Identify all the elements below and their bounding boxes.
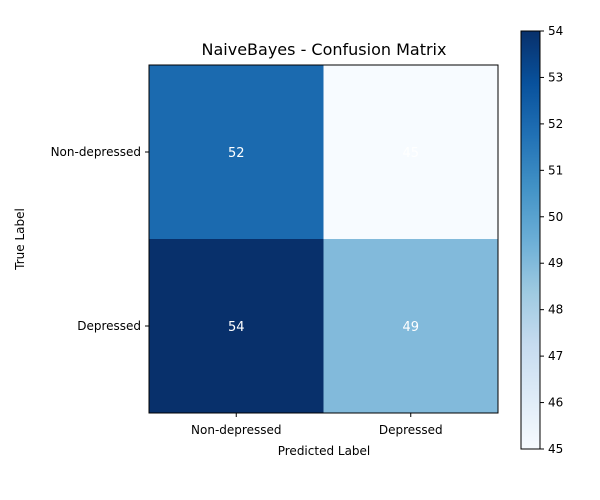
colorbar-tick-label: 48: [548, 303, 563, 317]
colorbar-tick-label: 52: [548, 117, 563, 131]
cell-value-label: 45: [402, 146, 419, 161]
x-axis-ticks: Non-depressed Depressed: [191, 413, 443, 437]
heatmap-cells: 52 45 54 49: [149, 65, 498, 413]
colorbar-tick-label: 49: [548, 256, 563, 270]
colorbar-tick-label: 53: [548, 70, 563, 84]
y-axis-label: True Label: [13, 208, 27, 271]
heatmap-cell: [149, 239, 324, 413]
heatmap-cell: [323, 65, 498, 239]
heatmap-cell: [149, 65, 324, 239]
cell-value-label: 49: [402, 320, 419, 335]
colorbar-ticks: 45 46 47 48 49 50 51 52 53 54: [540, 24, 563, 456]
cell-value-label: 54: [228, 320, 245, 335]
x-axis-label: Predicted Label: [278, 444, 371, 458]
y-axis-ticks: Non-depressed Depressed: [51, 145, 149, 333]
colorbar-tick-label: 51: [548, 163, 563, 177]
colorbar-tick-label: 46: [548, 396, 563, 410]
x-tick-label: Non-depressed: [191, 423, 281, 437]
y-tick-label: Non-depressed: [51, 145, 141, 159]
colorbar-tick-label: 45: [548, 442, 563, 456]
plot-frame: [148, 64, 499, 414]
colorbar-tick-label: 47: [548, 349, 563, 363]
colorbar: [520, 30, 541, 450]
y-tick-label: Depressed: [77, 319, 141, 333]
x-tick-label: Depressed: [379, 423, 443, 437]
colorbar-tick-label: 50: [548, 210, 563, 224]
heatmap-cell: [323, 239, 498, 413]
chart-title: NaiveBayes - Confusion Matrix: [202, 40, 447, 59]
colorbar-tick-label: 54: [548, 24, 563, 38]
cell-value-label: 52: [228, 146, 245, 161]
